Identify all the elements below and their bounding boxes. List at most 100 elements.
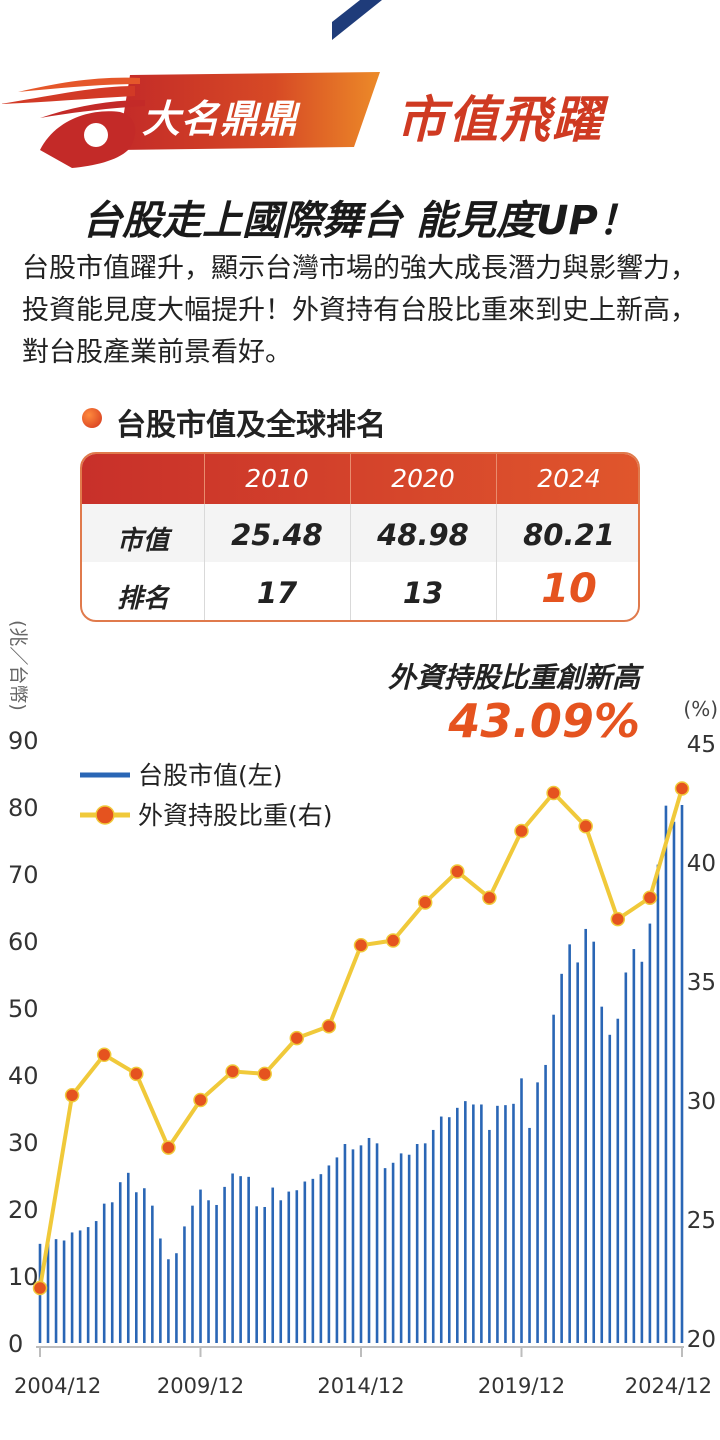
market-cap-bar xyxy=(584,928,587,1343)
market-cap-bar xyxy=(423,1143,427,1343)
header-divider xyxy=(496,454,497,504)
y-left-tick-label: 50 xyxy=(8,995,39,1023)
market-cap-bar xyxy=(199,1189,202,1343)
y-right-tick-label: 30 xyxy=(687,1089,716,1115)
legend-bar-label: 台股市值(左) xyxy=(138,761,283,790)
legend-line-label: 外資持股比重(右) xyxy=(138,801,333,830)
brand-label: 大名鼎鼎 xyxy=(142,97,299,141)
market-cap-bar xyxy=(504,1105,507,1343)
y-left-tick-label: 80 xyxy=(8,794,39,822)
section-bullet-icon xyxy=(82,408,102,428)
market-cap-bar xyxy=(191,1205,194,1343)
market-cap-bar xyxy=(70,1232,74,1343)
market-cap-bar xyxy=(118,1182,122,1343)
market-cap-bar xyxy=(175,1253,178,1343)
market-cap-bar xyxy=(239,1176,242,1343)
year-header: 2010 xyxy=(245,464,309,493)
market-cap-bar xyxy=(431,1129,435,1343)
market-cap-bar xyxy=(263,1206,266,1343)
market-cap-bar xyxy=(151,1205,154,1343)
y-left-tick-label: 40 xyxy=(8,1062,39,1090)
y-right-tick-label: 45 xyxy=(687,732,716,758)
market-cap-bar xyxy=(126,1172,130,1343)
y-left-tick-label: 90 xyxy=(8,727,39,755)
market-cap-bar xyxy=(672,821,676,1343)
x-tick-label: 2014/12 xyxy=(317,1374,404,1398)
market-cap-bar xyxy=(568,944,571,1343)
market-cap-bar xyxy=(407,1154,411,1343)
callout-value: 43.09% xyxy=(448,694,640,748)
foreign-holding-point xyxy=(129,1066,144,1082)
market-cap-bar xyxy=(231,1173,234,1343)
y-right-tick-label: 35 xyxy=(687,970,716,996)
market-cap-bar xyxy=(632,949,636,1343)
brand-banner xyxy=(118,72,380,150)
market-cap-bar xyxy=(680,804,684,1343)
market-cap-bar xyxy=(183,1226,186,1343)
market-cap-bar xyxy=(552,1014,555,1343)
foreign-holding-point xyxy=(225,1064,240,1079)
row-label-market-cap: 市值 xyxy=(116,526,169,556)
callout-title: 外資持股比重創新高 xyxy=(387,661,640,694)
y-right-tick-label: 40 xyxy=(687,851,716,877)
market-cap-bar xyxy=(375,1143,379,1343)
foreign-holding-point xyxy=(289,1030,305,1046)
market-cap-value: 25.48 xyxy=(231,518,323,552)
foreign-holding-point xyxy=(450,864,465,879)
column-divider xyxy=(204,504,205,620)
year-header: 2020 xyxy=(391,464,455,493)
market-cap-bar xyxy=(62,1240,66,1343)
foreign-holding-point xyxy=(385,933,401,948)
market-cap-bar xyxy=(167,1259,170,1343)
market-cap-bar xyxy=(648,923,652,1343)
market-cap-bar xyxy=(343,1144,347,1343)
foreign-holding-point xyxy=(32,1280,48,1296)
market-cap-bar xyxy=(616,1018,620,1343)
market-cap-bar xyxy=(351,1149,355,1343)
market-cap-bar xyxy=(439,1116,443,1343)
y-left-tick-label: 20 xyxy=(8,1196,39,1224)
foreign-holding-point xyxy=(642,890,658,905)
foreign-holding-point xyxy=(674,781,690,796)
market-cap-bar xyxy=(335,1157,339,1343)
y-left-tick-label: 60 xyxy=(8,928,39,956)
market-cap-bar xyxy=(295,1190,299,1343)
foreign-holding-point xyxy=(482,890,497,905)
market-cap-bar xyxy=(207,1200,210,1343)
market-cap-bar xyxy=(159,1238,162,1343)
market-cap-bar xyxy=(640,961,644,1343)
market-cap-bar xyxy=(544,1064,547,1343)
market-cap-table: 2010 2020 2024 市值 25.48 48.98 80.21 排名 1… xyxy=(80,452,640,622)
column-divider xyxy=(496,504,497,620)
rank-value-highlight: 10 xyxy=(541,566,597,612)
market-cap-bar xyxy=(135,1192,138,1343)
header-divider xyxy=(204,454,205,504)
column-divider xyxy=(350,504,351,620)
rank-value: 17 xyxy=(256,576,298,610)
market-cap-bar xyxy=(399,1153,403,1343)
market-cap-bar xyxy=(223,1186,226,1343)
market-cap-bar xyxy=(383,1168,387,1343)
brand-title: 市值飛躍 xyxy=(396,91,604,149)
y-left-tick-label: 0 xyxy=(8,1330,23,1358)
market-cap-bar xyxy=(311,1178,315,1343)
foreign-holding-point xyxy=(610,911,626,927)
foreign-holding-point xyxy=(546,785,561,801)
foreign-holding-point xyxy=(64,1087,80,1103)
rank-value: 13 xyxy=(402,576,444,610)
market-cap-chart: 2004/12 2009/12 2014/12 2019/12 2024/1201020… xyxy=(7,620,718,1398)
section-title: 台股市值及全球排名 xyxy=(116,408,386,443)
row-label-rank: 排名 xyxy=(116,584,169,614)
legend-line-marker xyxy=(95,805,115,825)
foreign-holding-point xyxy=(257,1066,272,1082)
foreign-holding-point xyxy=(353,938,369,953)
foreign-holding-point xyxy=(514,823,529,839)
market-cap-bar xyxy=(415,1144,419,1343)
market-cap-bar xyxy=(78,1230,82,1343)
market-cap-bar xyxy=(528,1127,531,1343)
market-cap-bar xyxy=(472,1104,475,1343)
market-cap-bar xyxy=(464,1101,467,1343)
market-cap-bar xyxy=(319,1174,323,1343)
intro-paragraph: 台股市值躍升，顯示台灣市場的強大成長潛力與影響力，投資能見度大幅提升！外資持有台… xyxy=(22,253,697,368)
x-tick-label: 2004/12 xyxy=(14,1374,101,1398)
